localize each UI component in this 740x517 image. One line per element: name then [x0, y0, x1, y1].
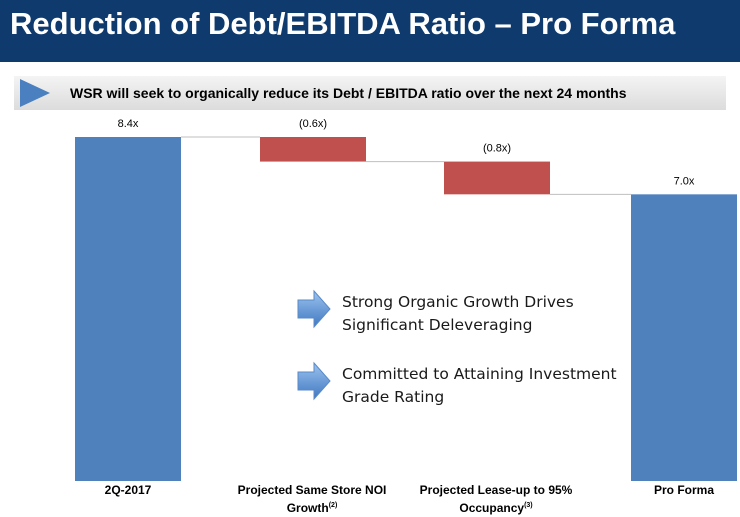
data-label: (0.8x)	[483, 143, 511, 155]
category-label: Projected Same Store NOI Growth(2)	[222, 483, 402, 516]
blue-right-arrow-icon	[297, 289, 331, 329]
category-label: 2Q-2017	[38, 483, 218, 498]
total-bar	[631, 194, 737, 482]
banner: WSR will seek to organically reduce its …	[14, 76, 726, 110]
callout-1: Strong Organic Growth Drives Significant…	[296, 289, 636, 345]
category-footnote: (2)	[328, 502, 338, 509]
callout-1-text: Strong Organic Growth Drives Significant…	[342, 293, 574, 334]
decrease-bar	[444, 161, 550, 195]
title-bar	[0, 0, 740, 62]
category-label-text: Projected Lease-up to 95% Occupancy	[419, 483, 573, 515]
category-label: Pro Forma	[594, 483, 740, 498]
banner-arrow-icon	[20, 79, 50, 107]
data-label: 7.0x	[674, 175, 695, 187]
category-label: Projected Lease-up to 95% Occupancy(3)	[406, 483, 586, 516]
banner-text: WSR will seek to organically reduce its …	[70, 85, 627, 101]
data-label: (0.6x)	[299, 118, 327, 130]
data-label: 8.4x	[118, 118, 139, 130]
total-bar	[75, 137, 181, 481]
category-label-text: Projected Same Store NOI Growth	[237, 483, 387, 515]
blue-right-arrow-icon	[297, 361, 331, 401]
category-label-text: 2Q-2017	[104, 483, 152, 497]
callout-2-text: Committed to Attaining Investment Grade …	[342, 365, 617, 406]
category-label-text: Pro Forma	[653, 483, 714, 497]
decrease-bar	[260, 137, 366, 162]
callout-2: Committed to Attaining Investment Grade …	[296, 361, 636, 417]
page-title: Reduction of Debt/EBITDA Ratio – Pro For…	[10, 6, 676, 41]
category-footnote: (3)	[524, 502, 533, 509]
